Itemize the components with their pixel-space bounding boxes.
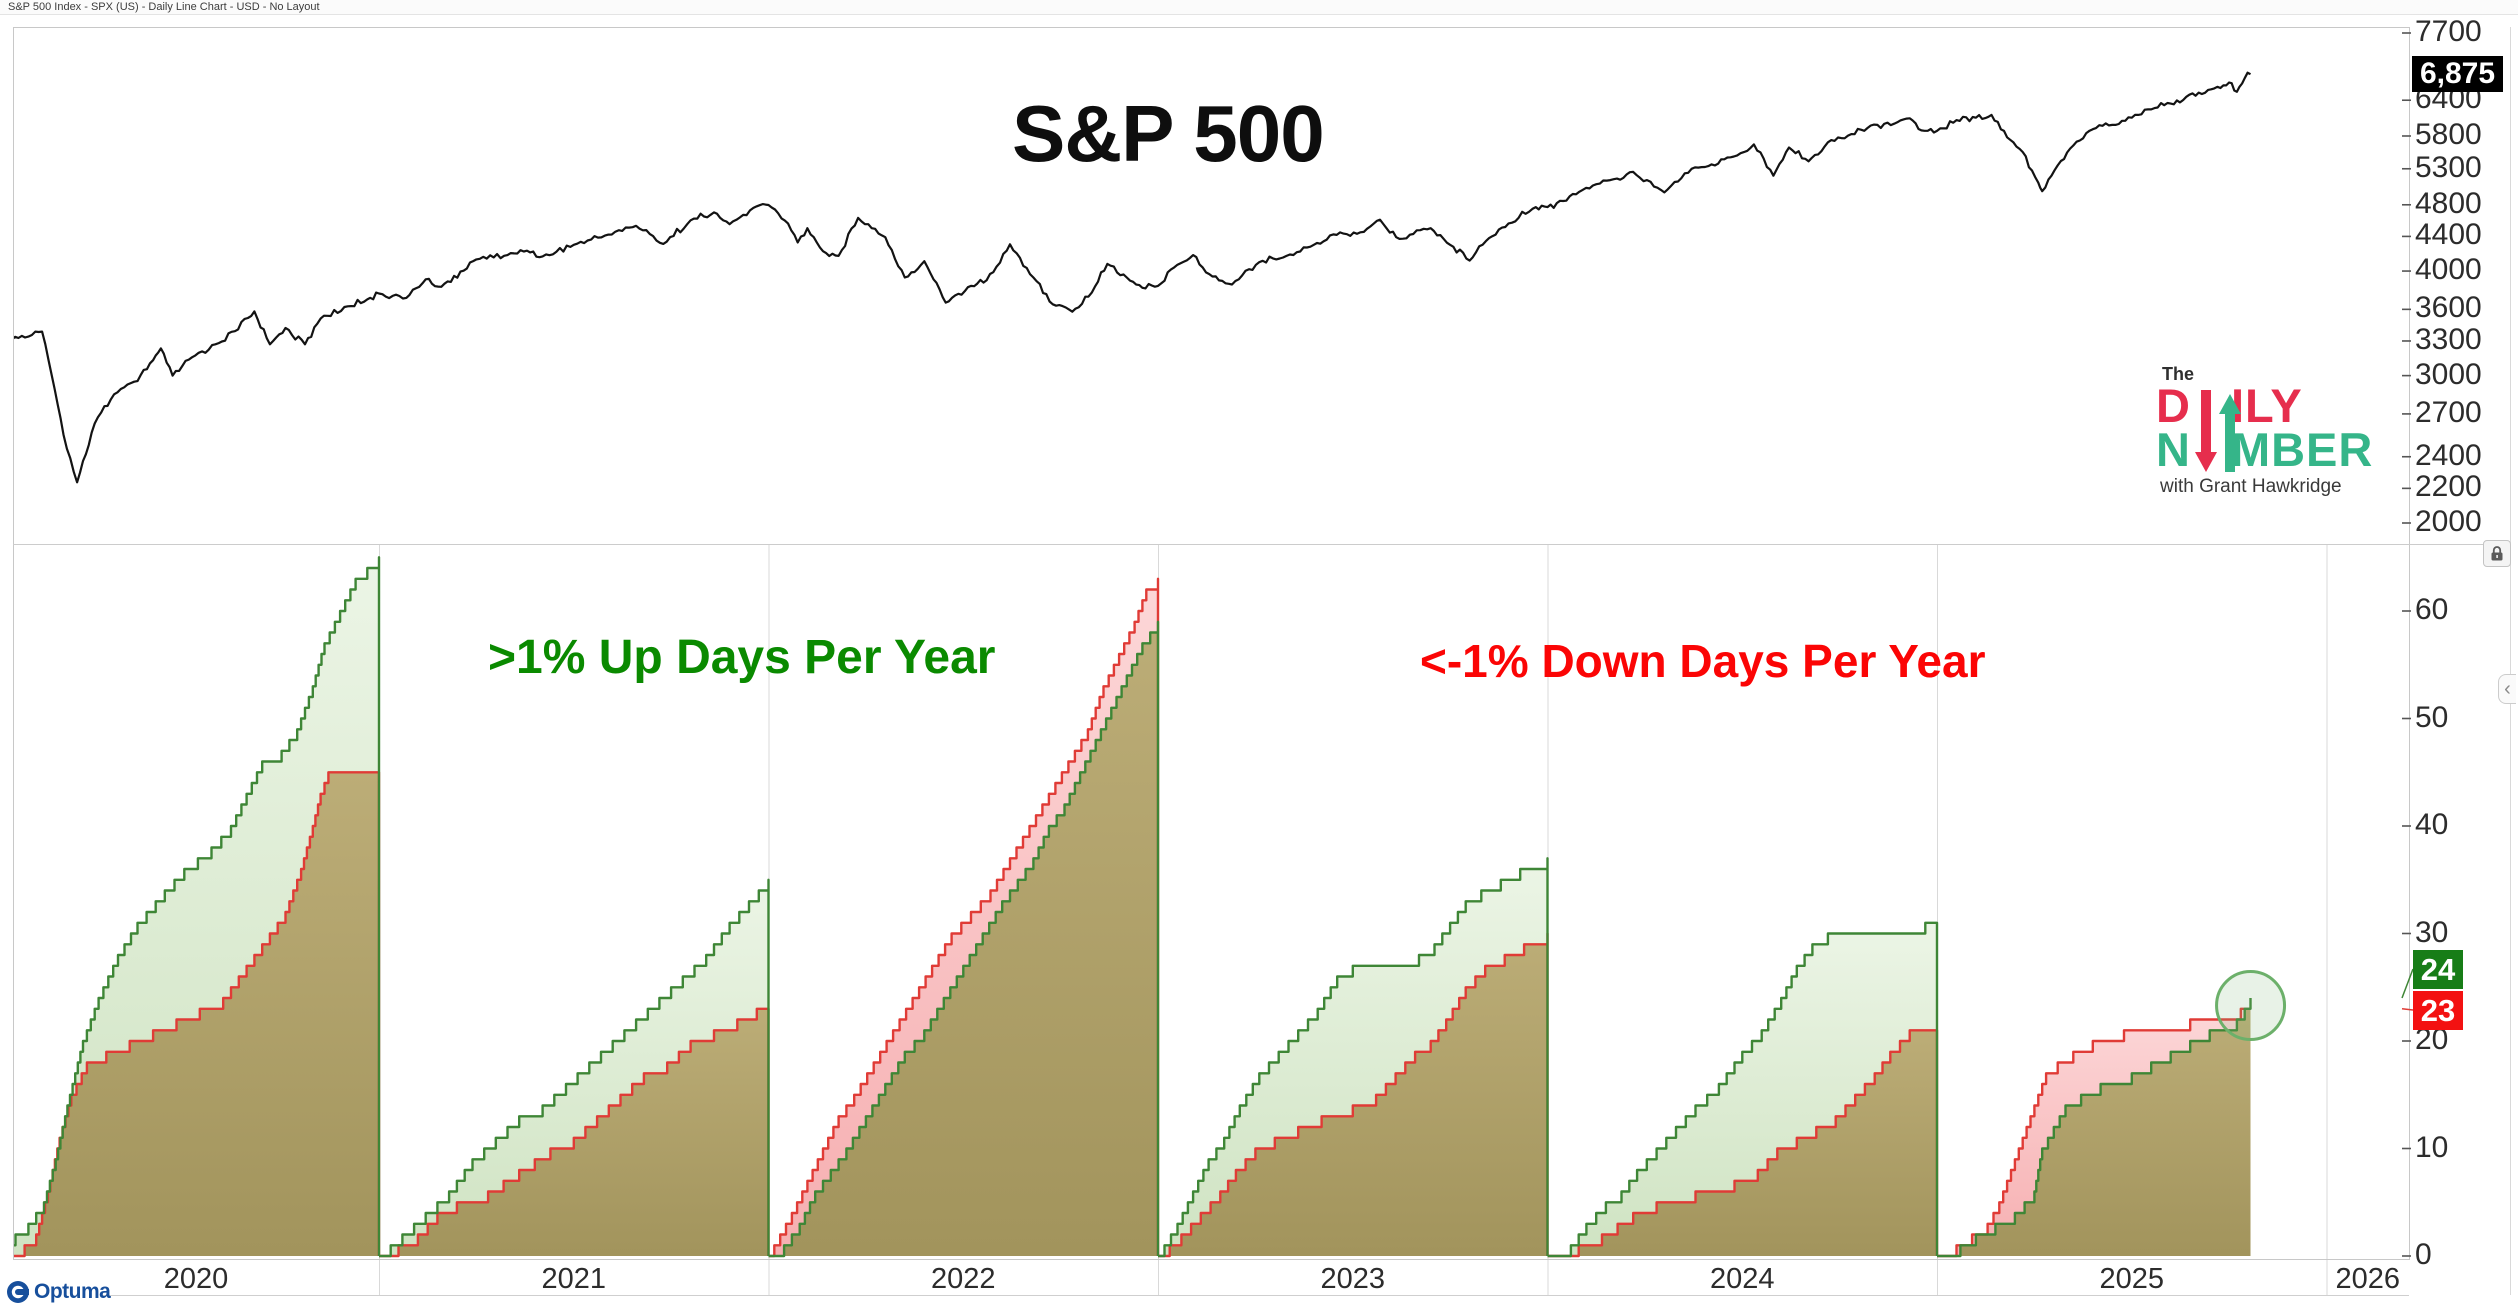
up-days-line <box>1158 857 1549 1258</box>
lock-icon <box>2491 546 2503 561</box>
highlight-circle-annotation <box>2215 970 2287 1042</box>
overlap-area <box>1547 1030 1937 1256</box>
overlap-area <box>13 772 379 1256</box>
logo-number-text: N MBER <box>2156 423 2374 476</box>
optuma-logo-text: Optuma <box>34 1280 111 1303</box>
window-title-bar[interactable]: S&P 500 Index - SPX (US) - Daily Line Ch… <box>0 0 2518 15</box>
down-days-line <box>1937 1007 2251 1258</box>
overlap-area <box>1158 933 1548 1256</box>
up-days-line <box>1547 921 1939 1258</box>
optuma-icon <box>7 1281 29 1303</box>
down-days-line <box>768 577 1160 1258</box>
plot-border <box>13 27 2410 1260</box>
up-days-count-badge: 24 <box>2413 950 2463 989</box>
up-days-line <box>768 620 1160 1258</box>
logo-up-arrow-icon <box>2219 394 2241 472</box>
chart-title-breadcrumb: S&P 500 Index - SPX (US) - Daily Line Ch… <box>8 1 320 13</box>
logo-the-text: The <box>2162 364 2195 384</box>
last-price-badge: 6,875 <box>2412 56 2503 92</box>
price-line <box>13 71 2252 484</box>
down-days-line <box>1547 1029 1939 1258</box>
axis-lock-button[interactable] <box>2483 540 2511 567</box>
up-days-line <box>1937 998 2252 1258</box>
logo-down-arrow-icon <box>2195 390 2217 472</box>
down-days-annotation: <-1% Down Days Per Year <box>1420 635 1986 687</box>
plot-layer <box>13 71 2328 1295</box>
down-days-line <box>1158 932 1549 1258</box>
overlap-area <box>768 621 1158 1256</box>
logo-daily-text: D ILY <box>2156 379 2303 432</box>
up-days-annotation: >1% Up Days Per Year <box>488 631 996 684</box>
chevron-left-icon: ‹ <box>2504 677 2511 700</box>
optuma-logo[interactable]: Optuma <box>6 1280 111 1304</box>
logo-tagline: with Grant Hawkridge <box>2160 476 2342 497</box>
overlap-area <box>379 1008 769 1256</box>
overlap-area <box>1937 1008 2251 1256</box>
up-days-line <box>13 556 381 1256</box>
down-badge-leader <box>2401 1008 2414 1011</box>
up-days-line <box>379 878 770 1258</box>
collapse-axis-button[interactable]: ‹ <box>2498 674 2516 704</box>
daily-number-logo: The D ILY N MBER with Grant Hawkridge <box>2152 364 2412 504</box>
up-badge-leader <box>2401 968 2414 999</box>
chart-title: S&P 500 <box>1012 89 1325 178</box>
down-days-count-badge: 23 <box>2413 991 2463 1030</box>
